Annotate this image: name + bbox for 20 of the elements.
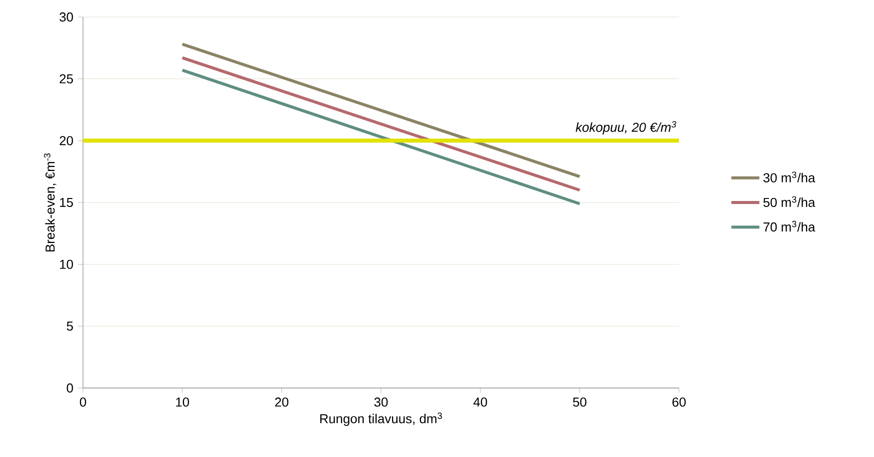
x-tick-label: 60 [672, 398, 686, 407]
x-tick-label: 50 [572, 398, 586, 407]
y-tick-label: 0 [66, 383, 73, 393]
x-tick-label: 20 [275, 398, 288, 407]
legend-label: 30 m$^{3}$/ha [763, 172, 816, 182]
ref-line-label: kokopuu, 20 €/m$^{3}$ [576, 121, 676, 134]
legend-label: 70 m$^{3}$/ha [764, 220, 816, 232]
x-tick-label: 30 [374, 398, 388, 407]
y-tick-label: 15 [60, 198, 73, 208]
x-tick-label: 40 [473, 398, 488, 407]
y-tick-label: 25 [60, 74, 73, 84]
y-tick-label: 20 [60, 136, 73, 146]
y-tick-label: 30 [60, 12, 73, 22]
y-tick-label: 10 [60, 260, 73, 269]
y-tick-label: 5 [66, 322, 73, 331]
y-axis-title: Break-even, €m$^{-3}$ [44, 153, 56, 252]
legend-label: 50 m$^{3}$/ha [763, 196, 816, 207]
x-axis-title: Rungon tilavuus, dm$^{3}$ [320, 412, 442, 426]
x-tick-label: 0 [80, 398, 86, 407]
x-tick-label: 10 [176, 398, 190, 407]
